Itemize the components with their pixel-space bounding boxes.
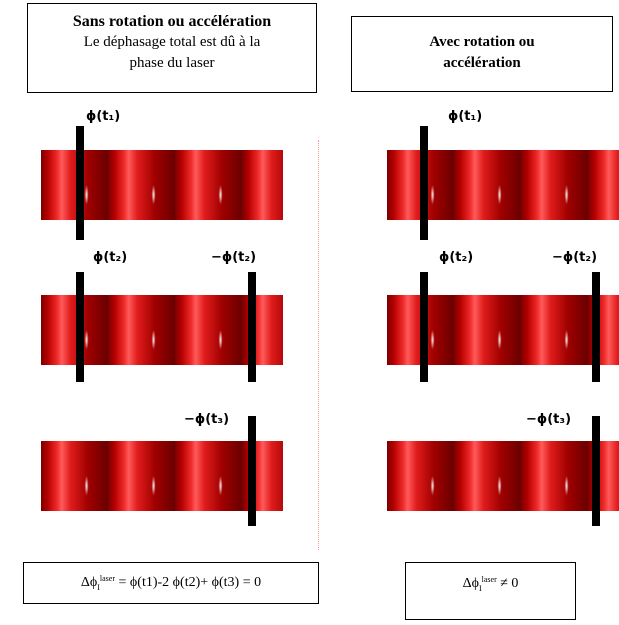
left-title-box: Sans rotation ou accélération Le déphasa…	[27, 3, 317, 93]
left-formula-superscript: laser	[99, 574, 116, 583]
right-label-phi-t2: ϕ(t₂)	[439, 250, 474, 265]
right-formula-subscript: I	[478, 584, 482, 593]
left-label-minus-phi-t3: −ϕ(t₃)	[184, 412, 230, 427]
left-marker-t1	[76, 126, 84, 240]
left-label-minus-phi-t2: −ϕ(t₂)	[211, 250, 257, 265]
right-formula-expression: ≠ 0	[496, 576, 519, 591]
right-formula-box: ΔϕIlaser ≠ 0	[405, 562, 576, 620]
left-title-line2: Le déphasage total est dû à la	[83, 34, 261, 50]
column-divider	[318, 140, 319, 550]
left-marker-t3	[248, 416, 256, 526]
left-label-phi-t2: ϕ(t₂)	[93, 250, 128, 265]
left-title-line3: phase du laser	[129, 55, 215, 71]
left-title-heading: Sans rotation ou accélération	[72, 13, 272, 30]
left-label-phi-t1: ϕ(t₁)	[86, 109, 121, 124]
left-formula-subscript: I	[97, 583, 100, 592]
right-formula-delta-phi: Δϕ	[462, 576, 479, 591]
left-fringe-strip-3	[41, 441, 283, 511]
right-label-minus-phi-t2: −ϕ(t₂)	[552, 250, 598, 265]
right-title-box: Avec rotation ou accélération	[351, 16, 613, 92]
right-marker-t2-b	[592, 272, 600, 382]
left-formula-expression: = ϕ(t1)-2 ϕ(t2)+ ϕ(t3) = 0	[115, 575, 262, 590]
right-formula-superscript: laser	[481, 575, 497, 584]
right-label-phi-t1: ϕ(t₁)	[448, 109, 483, 124]
left-formula-delta-phi: Δϕ	[80, 575, 98, 590]
right-marker-t3	[592, 416, 600, 526]
left-formula-box: ΔϕIlaser = ϕ(t1)-2 ϕ(t2)+ ϕ(t3) = 0	[23, 562, 319, 604]
right-title-line1: Avec rotation ou	[429, 34, 535, 50]
right-marker-t1	[420, 126, 428, 240]
left-marker-t2-a	[76, 272, 84, 382]
left-marker-t2-b	[248, 272, 256, 382]
right-title-line2: accélération	[443, 55, 521, 71]
right-marker-t2-a	[420, 272, 428, 382]
right-fringe-strip-3	[387, 441, 619, 511]
right-label-minus-phi-t3: −ϕ(t₃)	[526, 412, 572, 427]
